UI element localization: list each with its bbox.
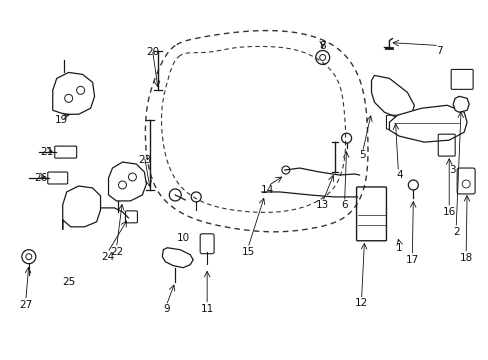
- Polygon shape: [108, 162, 146, 201]
- Text: 3: 3: [448, 165, 455, 175]
- Text: 23: 23: [138, 155, 151, 165]
- Text: 16: 16: [442, 207, 455, 217]
- Text: 25: 25: [62, 276, 75, 287]
- Text: 13: 13: [315, 200, 328, 210]
- Text: 5: 5: [359, 150, 365, 160]
- Text: 15: 15: [241, 247, 254, 257]
- Text: 26: 26: [34, 173, 47, 183]
- Polygon shape: [371, 75, 413, 118]
- Text: 27: 27: [19, 300, 32, 310]
- Text: 17: 17: [405, 255, 418, 265]
- Polygon shape: [53, 72, 94, 114]
- Text: 14: 14: [261, 185, 274, 195]
- Polygon shape: [452, 96, 468, 112]
- Polygon shape: [388, 105, 466, 142]
- Text: 4: 4: [395, 170, 402, 180]
- Text: 22: 22: [110, 247, 123, 257]
- Text: 24: 24: [101, 252, 114, 262]
- Polygon shape: [162, 248, 193, 268]
- Text: 21: 21: [40, 147, 53, 157]
- Text: 12: 12: [354, 297, 367, 307]
- Text: 18: 18: [459, 253, 472, 263]
- Text: 19: 19: [55, 115, 68, 125]
- Text: 11: 11: [200, 305, 213, 315]
- Text: 6: 6: [341, 200, 347, 210]
- Text: 10: 10: [176, 233, 189, 243]
- Text: 9: 9: [163, 305, 169, 315]
- Text: 8: 8: [319, 41, 325, 50]
- Polygon shape: [62, 186, 101, 230]
- Text: 1: 1: [395, 243, 402, 253]
- Text: 2: 2: [452, 227, 459, 237]
- Text: 20: 20: [145, 48, 159, 58]
- Text: 7: 7: [435, 45, 442, 55]
